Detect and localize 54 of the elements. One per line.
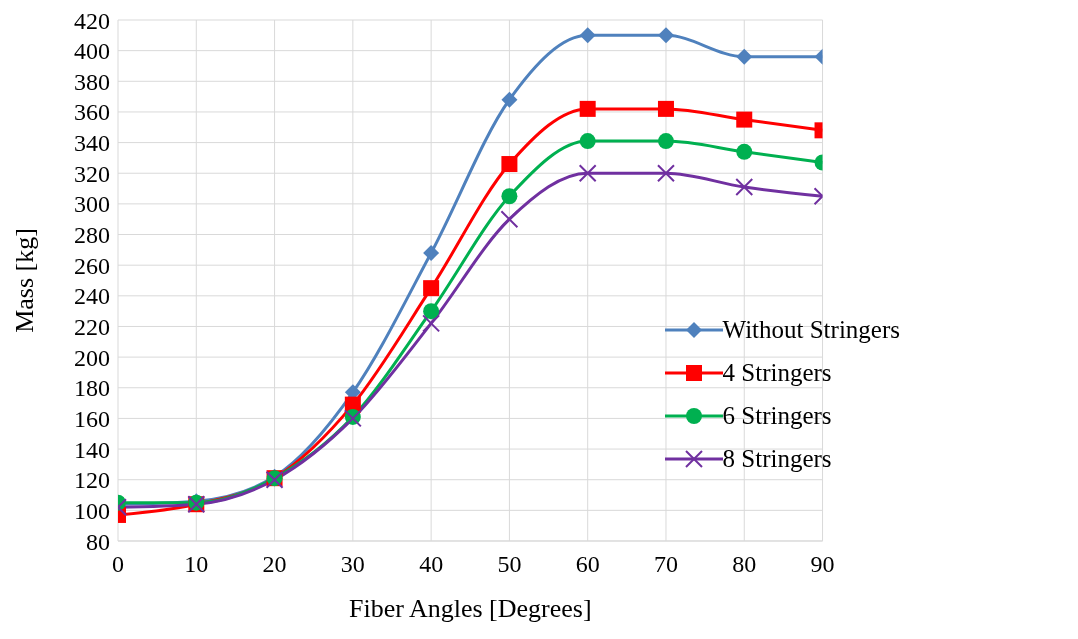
point: [578, 164, 597, 183]
point: [423, 303, 440, 320]
point: [657, 133, 674, 150]
x-tick-label: 60: [575, 551, 600, 578]
point: [657, 27, 674, 44]
y-tick-label: 320: [74, 160, 110, 187]
y-tick-label: 80: [86, 528, 110, 555]
y-tick-label: 160: [74, 405, 110, 432]
y-tick-label: 140: [74, 436, 110, 463]
x-tick-label: 40: [419, 551, 444, 578]
point: [735, 178, 754, 197]
point: [657, 100, 674, 117]
x-tick-label: 10: [184, 551, 209, 578]
x-tick-label: 20: [262, 551, 287, 578]
x-tick-label: 30: [340, 551, 365, 578]
point: [501, 91, 518, 108]
point: [423, 244, 440, 261]
point: [579, 133, 596, 150]
x-tick-label: 70: [653, 551, 678, 578]
legend-label: Without Stringers: [722, 315, 900, 344]
y-tick-label: 260: [74, 252, 110, 279]
legend-label: 8 Stringers: [722, 444, 832, 473]
y-tick-label: 220: [74, 313, 110, 340]
point: [579, 100, 596, 117]
y-tick-label: 420: [74, 7, 110, 34]
point: [500, 210, 519, 229]
point: [579, 27, 596, 44]
y-tick-label: 180: [74, 375, 110, 402]
point: [736, 143, 753, 160]
x-tick-label: 0: [112, 551, 124, 578]
y-tick-label: 360: [74, 99, 110, 126]
point: [736, 111, 753, 128]
x-tick-label: 90: [810, 551, 835, 578]
y-tick-label: 100: [74, 497, 110, 524]
point: [423, 280, 440, 297]
y-tick-label: 280: [74, 222, 110, 249]
point: [422, 314, 441, 333]
y-tick-label: 200: [74, 344, 110, 371]
x-tick-label: 50: [497, 551, 522, 578]
point: [501, 156, 518, 173]
y-axis-title: Mass [kg]: [10, 228, 40, 333]
y-tick-label: 240: [74, 283, 110, 310]
point: [656, 164, 675, 183]
legend-label: 4 Stringers: [722, 358, 832, 387]
y-tick-label: 120: [74, 467, 110, 494]
y-tick-label: 300: [74, 191, 110, 218]
y-tick-label: 340: [74, 130, 110, 157]
y-tick-label: 380: [74, 68, 110, 95]
y-tick-label: 400: [74, 38, 110, 65]
point: [501, 188, 518, 205]
point: [736, 48, 753, 65]
legend-label: 6 Stringers: [722, 401, 832, 430]
x-axis-title: Fiber Angles [Degrees]: [348, 594, 592, 623]
x-tick-label: 80: [732, 551, 757, 578]
